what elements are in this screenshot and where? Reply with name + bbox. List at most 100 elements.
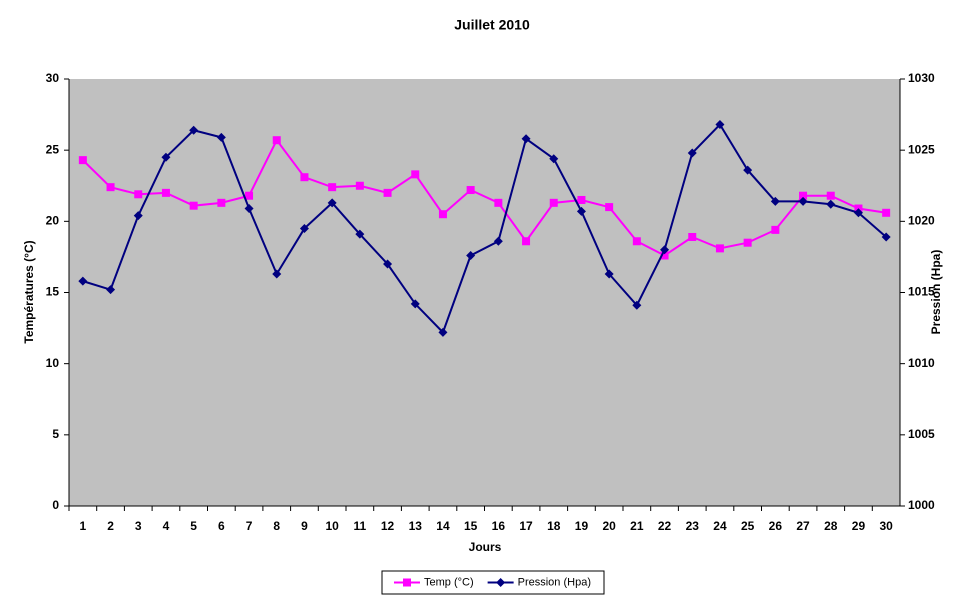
data-point <box>743 238 752 247</box>
legend-marker <box>496 578 506 587</box>
data-point <box>576 206 586 216</box>
x-tick-label: 16 <box>492 519 506 533</box>
x-tick-label: 28 <box>824 519 838 533</box>
x-tick-label: 17 <box>519 519 533 533</box>
x-tick-label: 2 <box>107 519 114 533</box>
series-line <box>82 122 887 335</box>
y2-axis-title: Pression (Hpa) <box>929 250 943 335</box>
data-point <box>466 250 476 260</box>
data-point <box>798 196 808 206</box>
y2-tick-label: 1020 <box>908 214 935 228</box>
legend-label: Pression (Hpa) <box>518 576 591 588</box>
data-point <box>605 203 614 212</box>
data-point <box>78 156 87 165</box>
x-tick-label: 11 <box>354 519 367 533</box>
data-point <box>604 269 614 279</box>
legend-marker <box>403 578 411 587</box>
x-tick-label: 18 <box>547 519 561 533</box>
y2-tick-label: 1005 <box>908 427 935 441</box>
x-tick-label: 6 <box>218 519 225 533</box>
x-tick-label: 15 <box>464 519 478 533</box>
data-point <box>161 152 171 162</box>
data-point <box>660 251 669 260</box>
y2-tick-label: 1000 <box>908 498 935 512</box>
x-tick-label: 9 <box>301 519 308 533</box>
x-tick-label: 26 <box>769 519 783 533</box>
legend: Temp (°C) Pression (Hpa) <box>381 570 605 595</box>
data-point <box>881 232 891 242</box>
x-tick-label: 19 <box>575 519 589 533</box>
data-point <box>106 285 116 295</box>
data-point <box>882 208 891 217</box>
data-point <box>161 188 170 197</box>
y-tick-label: 30 <box>46 71 60 85</box>
y-tick-label: 25 <box>46 142 60 156</box>
data-point <box>687 148 697 158</box>
data-point <box>189 125 199 135</box>
y-axis-title: Températures (°C) <box>22 240 36 343</box>
y-tick-label: 10 <box>46 356 60 370</box>
y2-tick-label: 1025 <box>908 142 935 156</box>
data-point <box>272 136 281 145</box>
data-point <box>383 259 393 269</box>
data-point <box>355 181 364 190</box>
data-point <box>383 188 392 197</box>
data-point <box>715 120 725 130</box>
data-point <box>411 170 420 179</box>
data-point <box>494 198 503 207</box>
data-point <box>743 165 753 175</box>
data-point <box>577 195 586 204</box>
x-tick-label: 24 <box>713 519 727 533</box>
data-point <box>688 232 697 241</box>
data-point <box>826 191 835 200</box>
x-tick-label: 4 <box>163 519 170 533</box>
x-tick-label: 29 <box>852 519 866 533</box>
x-tick-label: 14 <box>436 519 450 533</box>
x-tick-label: 20 <box>602 519 616 533</box>
x-tick-label: 23 <box>686 519 700 533</box>
data-point <box>244 204 254 214</box>
data-point <box>771 225 780 234</box>
data-point <box>134 190 143 199</box>
data-point <box>438 210 447 219</box>
x-tick-label: 27 <box>796 519 810 533</box>
data-point <box>300 173 309 182</box>
plot-area <box>69 79 900 506</box>
x-tick-label: 10 <box>325 519 339 533</box>
data-point <box>438 327 448 337</box>
x-tick-label: 30 <box>879 519 893 533</box>
data-point <box>355 229 365 239</box>
y-tick-label: 15 <box>46 285 60 299</box>
data-point <box>466 186 475 195</box>
x-tick-label: 13 <box>409 519 423 533</box>
y-tick-label: 20 <box>46 214 60 228</box>
data-point <box>106 183 115 192</box>
data-point <box>715 244 724 253</box>
data-point <box>521 134 531 144</box>
data-point <box>632 300 642 310</box>
x-tick-label: 7 <box>246 519 253 533</box>
data-point <box>245 191 254 200</box>
data-point <box>853 208 863 218</box>
data-point <box>493 236 503 246</box>
y2-tick-label: 1010 <box>908 356 935 370</box>
chart-title: Juillet 2010 <box>454 17 530 33</box>
data-point <box>410 299 420 309</box>
data-point <box>133 211 143 221</box>
data-point <box>799 191 808 200</box>
data-point <box>549 198 558 207</box>
data-point <box>660 245 670 255</box>
data-point <box>272 269 282 279</box>
x-axis-title: Jours <box>469 540 502 554</box>
data-point <box>522 237 531 246</box>
y-tick-label: 0 <box>52 498 59 512</box>
data-point <box>299 223 309 233</box>
y2-tick-label: 1015 <box>908 285 935 299</box>
x-tick-label: 1 <box>80 519 87 533</box>
data-point <box>632 237 641 246</box>
data-point <box>327 198 337 208</box>
data-point <box>549 154 559 164</box>
x-tick-label: 12 <box>381 519 395 533</box>
